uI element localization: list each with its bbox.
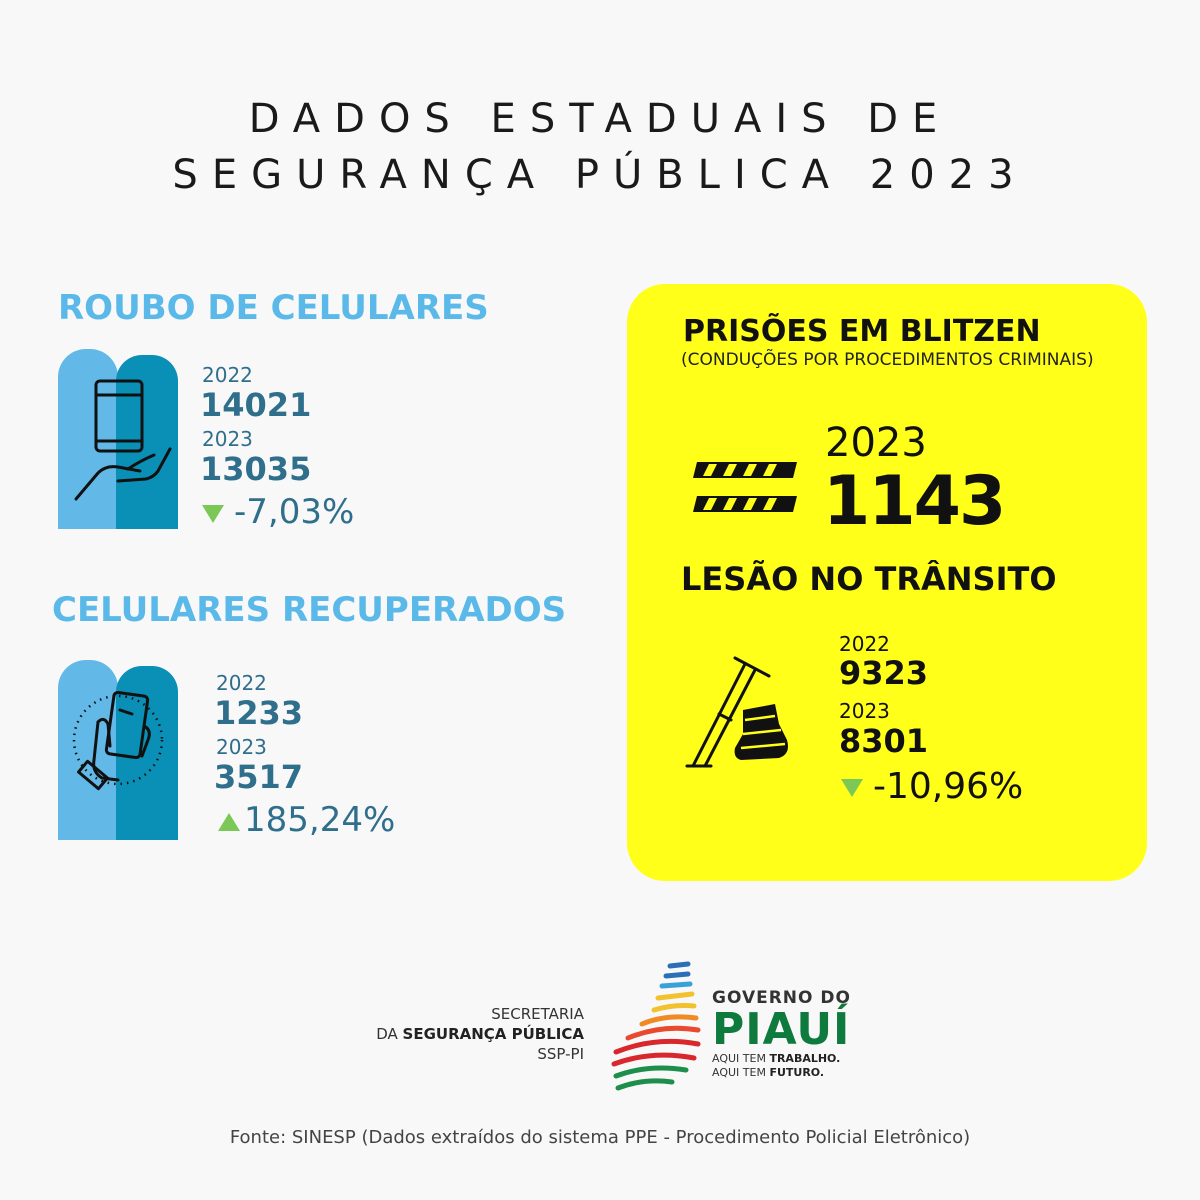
piaui-map-logo [611, 961, 701, 1091]
page-title-line-1: DADOS ESTADUAIS DE [248, 96, 952, 142]
roubo-value-2022: 14021 [200, 386, 312, 424]
road-barrier-icon [693, 462, 797, 512]
transito-change-value: -10,96% [873, 766, 1024, 807]
roubo-year-2023: 2023 [202, 427, 253, 451]
transito-change: -10,96% [841, 766, 1023, 807]
recuperados-year-2022: 2022 [216, 671, 267, 695]
recuperados-change: 185,24% [218, 800, 395, 840]
gov-name-text: PIAUÍ [712, 1004, 851, 1055]
hand-holding-phone-icon [58, 660, 178, 840]
gov-top-text: GOVERNO DO [712, 988, 851, 1008]
roubo-change-value: -7,03% [234, 492, 355, 532]
crutch-and-cast-icon [685, 656, 788, 768]
trend-down-icon [841, 779, 863, 797]
piaui-government-logo-text: GOVERNO DO PIAUÍ AQUI TEM TRABALHO. AQUI… [712, 988, 851, 1080]
recuperados-section-title: CELULARES RECUPERADOS [52, 590, 567, 630]
transito-year-2022: 2022 [839, 632, 890, 656]
ssp-line-1: SECRETARIA [491, 1005, 584, 1023]
blitzen-subtitle: (CONDUÇÕES POR PROCEDIMENTOS CRIMINAIS) [681, 350, 1094, 370]
roubo-section-title: ROUBO DE CELULARES [58, 288, 489, 328]
source-note: Fonte: SINESP (Dados extraídos do sistem… [229, 1127, 971, 1148]
ssp-line-2: DA SEGURANÇA PÚBLICA [376, 1025, 584, 1043]
recuperados-value-2023: 3517 [214, 758, 304, 796]
transito-value-2022: 9323 [839, 654, 929, 692]
ssp-logo-text: SECRETARIA DA SEGURANÇA PÚBLICA SSP-PI [376, 1004, 584, 1064]
blitzen-year: 2023 [825, 420, 927, 466]
recuperados-value-2022: 1233 [214, 694, 304, 732]
page-title-line-2: SEGURANÇA PÚBLICA 2023 [172, 152, 1028, 198]
trend-down-icon [202, 504, 224, 523]
blitzen-value: 1143 [823, 462, 1006, 541]
transito-value-2023: 8301 [839, 722, 929, 760]
transito-year-2023: 2023 [839, 699, 890, 723]
phone-in-hand-icon [58, 349, 178, 529]
blitzen-title: PRISÕES EM BLITZEN [683, 314, 1041, 349]
ssp-line-3: SSP-PI [537, 1045, 584, 1063]
roubo-value-2023: 13035 [200, 450, 312, 488]
transito-title: LESÃO NO TRÂNSITO [681, 560, 1057, 598]
trend-up-icon [218, 812, 240, 831]
recuperados-change-value: 185,24% [244, 800, 396, 840]
roubo-change: -7,03% [202, 492, 354, 532]
roubo-year-2022: 2022 [202, 363, 253, 387]
recuperados-year-2023: 2023 [216, 735, 267, 759]
gov-tagline-2: AQUI TEM FUTURO. [712, 1066, 825, 1079]
gov-tagline-1: AQUI TEM TRABALHO. [712, 1052, 841, 1065]
highlight-panel: PRISÕES EM BLITZEN (CONDUÇÕES POR PROCED… [627, 284, 1147, 881]
